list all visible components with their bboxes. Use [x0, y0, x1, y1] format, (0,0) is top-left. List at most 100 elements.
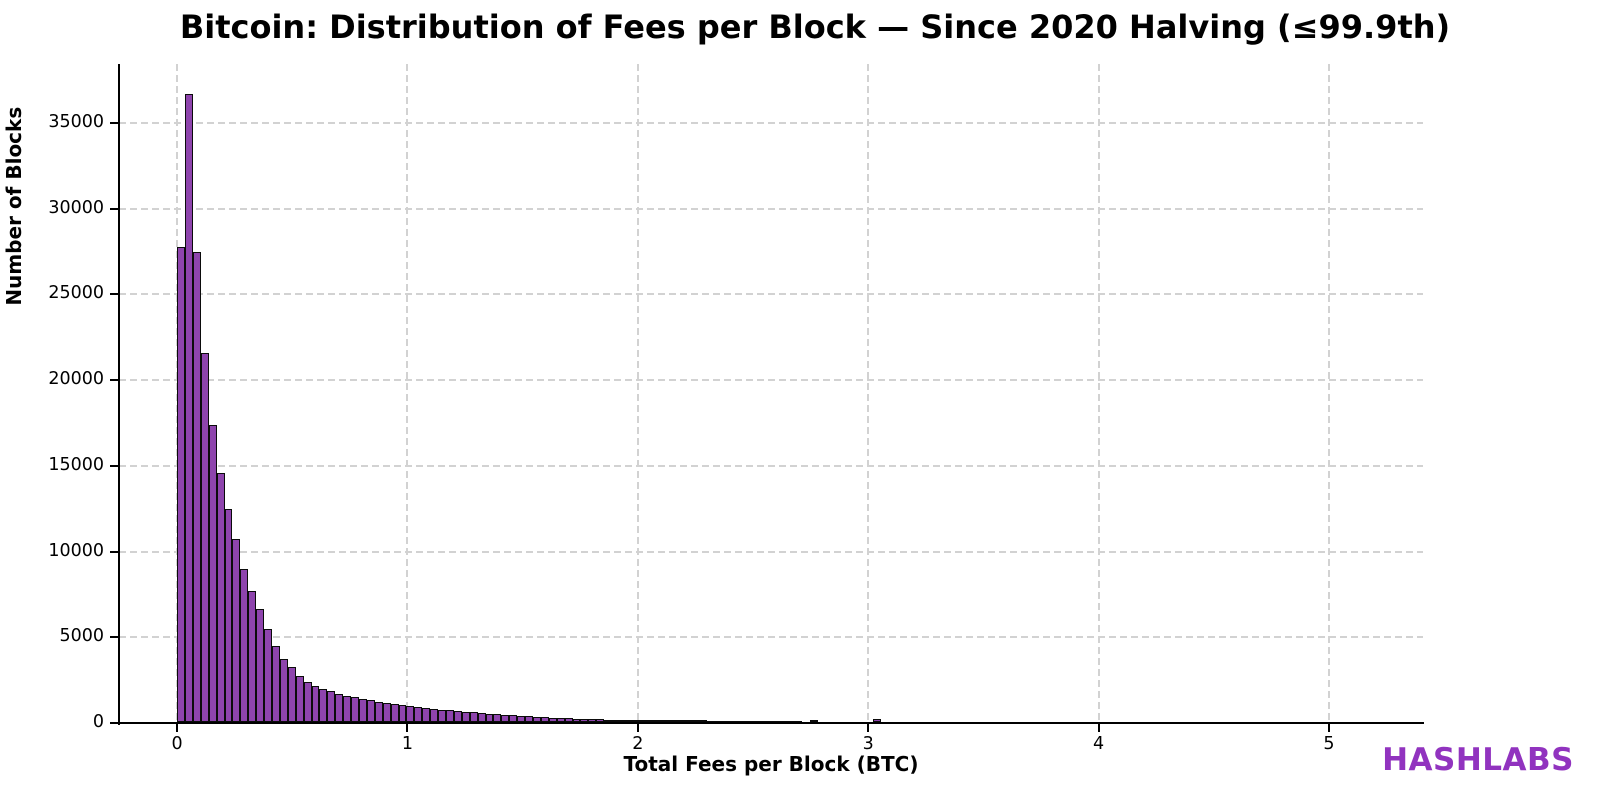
histogram-bar: [184, 94, 193, 722]
y-tick-label: 5000: [59, 626, 104, 647]
histogram-bar: [351, 697, 359, 722]
x-tick-mark: [176, 724, 179, 732]
y-tick-label: 15000: [48, 454, 104, 475]
x-gridline: [867, 64, 870, 723]
x-gridline: [1328, 64, 1330, 723]
y-gridline: [119, 550, 1423, 553]
histogram-bar: [216, 473, 225, 722]
histogram-bar: [248, 590, 257, 722]
histogram-bar: [667, 720, 676, 722]
histogram-bar: [485, 713, 494, 722]
histogram-bar: [675, 720, 684, 722]
histogram-bar: [200, 353, 209, 722]
histogram-bar: [620, 719, 628, 722]
histogram-bar: [651, 720, 660, 722]
histogram-bar: [422, 707, 431, 722]
x-gridline: [1097, 64, 1100, 723]
y-tick-label: 20000: [48, 369, 104, 390]
histogram-bar: [564, 718, 573, 722]
histogram-bar: [754, 721, 763, 722]
x-tick-label: 3: [862, 734, 874, 754]
histogram-bar: [659, 720, 668, 722]
histogram-bar: [517, 715, 526, 722]
histogram-bar: [501, 714, 510, 722]
x-tick-mark: [406, 724, 409, 732]
histogram-bar: [596, 719, 605, 722]
chart-title: Bitcoin: Distribution of Fees per Block …: [179, 8, 1451, 46]
x-gridline: [406, 64, 409, 723]
histogram-bar: [264, 629, 272, 722]
histogram-bar: [873, 718, 882, 722]
histogram-bar: [358, 698, 367, 722]
histogram-bar: [540, 717, 549, 722]
histogram-bar: [343, 695, 352, 722]
histogram-bar: [509, 715, 518, 722]
histogram-bar: [177, 247, 185, 722]
histogram-bar: [699, 720, 708, 722]
y-tick-mark: [110, 379, 118, 382]
y-tick-mark: [110, 722, 118, 724]
histogram-bar: [469, 712, 478, 722]
x-tick-mark: [867, 724, 870, 732]
histogram-bar: [604, 719, 613, 722]
histogram-bar: [691, 720, 700, 722]
y-tick-mark: [110, 293, 118, 296]
x-axis-spine: [118, 722, 1424, 724]
y-gridline: [119, 207, 1423, 210]
y-gridline: [119, 636, 1423, 639]
histogram-bar: [556, 717, 565, 722]
histogram-bar: [192, 252, 201, 722]
y-tick-label: 10000: [48, 540, 104, 561]
y-gridline: [119, 464, 1423, 467]
y-tick-label: 25000: [48, 283, 104, 304]
y-gridline: [119, 379, 1423, 382]
histogram-bar: [635, 720, 644, 722]
histogram-bar: [794, 721, 802, 722]
histogram-bar: [271, 646, 280, 722]
histogram-bar: [374, 701, 383, 722]
x-axis-label: Total Fees per Block (BTC): [623, 752, 919, 776]
x-tick-mark: [1328, 724, 1330, 732]
histogram-bar: [612, 719, 620, 722]
histogram-bar: [430, 708, 439, 722]
histogram-bar: [366, 700, 375, 722]
histogram-bar: [406, 706, 415, 722]
histogram-bar: [525, 716, 533, 722]
histogram-bar: [643, 720, 652, 722]
histogram-bar: [224, 509, 233, 722]
x-tick-label: 1: [401, 734, 413, 754]
histogram-bar: [778, 721, 787, 722]
histogram-bar: [438, 709, 446, 722]
histogram-bar: [445, 710, 454, 722]
y-tick-mark: [110, 207, 118, 210]
x-tick-mark: [1097, 724, 1100, 732]
y-tick-mark: [110, 121, 118, 124]
y-tick-label: 30000: [48, 197, 104, 218]
histogram-bar: [240, 569, 249, 722]
histogram-bar: [572, 718, 581, 722]
histogram-bar: [477, 713, 486, 722]
histogram-bar: [398, 705, 407, 722]
histogram-bar: [722, 721, 731, 722]
histogram-bar: [303, 682, 312, 722]
histogram-bar: [390, 704, 399, 722]
histogram-bar: [319, 688, 328, 722]
histogram-bar: [533, 716, 541, 722]
y-tick-mark: [110, 550, 118, 553]
hashlabs-logo: HASHLABS: [1382, 742, 1574, 778]
y-gridline: [119, 121, 1423, 124]
histogram-bar: [414, 707, 423, 722]
x-tick-mark: [636, 724, 639, 732]
histogram-bar: [627, 720, 636, 722]
histogram-bar: [256, 608, 265, 722]
x-tick-label: 5: [1323, 734, 1335, 754]
histogram-bar: [208, 425, 217, 722]
y-axis-spine: [118, 64, 120, 725]
histogram-bar: [738, 721, 747, 722]
x-gridline: [636, 64, 639, 723]
y-gridline: [119, 293, 1423, 296]
histogram-bar: [453, 711, 462, 722]
y-tick-label: 35000: [48, 111, 104, 132]
histogram-bar: [493, 714, 502, 722]
histogram-bar: [461, 711, 470, 722]
